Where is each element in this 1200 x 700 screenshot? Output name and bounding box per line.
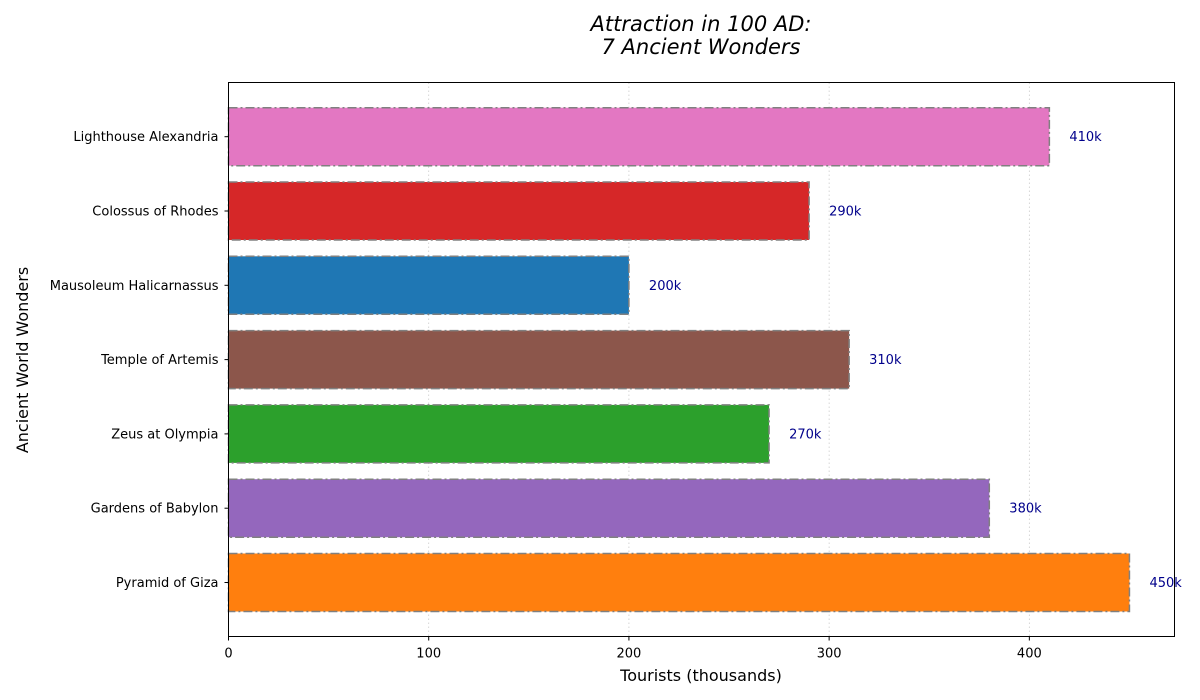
y-tick-label: Mausoleum Halicarnassus: [50, 279, 219, 294]
value-labels: 450k 380k 270k 310k 200k 290k 410k: [649, 130, 1182, 591]
bar: [227, 106, 1051, 167]
data-label: 450k: [1149, 576, 1182, 591]
bars: [227, 106, 1131, 613]
bar: [227, 255, 630, 316]
bar: [227, 404, 770, 464]
data-label: 200k: [649, 279, 682, 294]
bar: [227, 181, 810, 241]
chart-title-line-1: Attraction in 100 AD:: [589, 12, 812, 36]
x-axis-label: Tourists (thousands): [619, 666, 782, 685]
y-tick-label: Colossus of Rhodes: [92, 205, 218, 220]
data-label: 290k: [829, 205, 862, 220]
x-tick-label: 400: [1017, 647, 1042, 662]
y-tick-label: Lighthouse Alexandria: [73, 130, 218, 145]
data-label: 410k: [1069, 130, 1102, 145]
bar: [227, 552, 1131, 613]
y-axis-ticks: Pyramid of Giza Gardens of Babylon Zeus at…: [50, 130, 229, 591]
data-label: 380k: [1009, 502, 1042, 517]
bar: [227, 478, 991, 538]
x-tick-label: 0: [224, 647, 232, 662]
x-axis-ticks: 0 100 200 300 400: [224, 636, 1042, 662]
x-tick-label: 200: [617, 647, 642, 662]
bar: [227, 329, 850, 390]
chart-title-line-2: 7 Ancient Wonders: [602, 35, 801, 59]
y-tick-label: Zeus at Olympia: [111, 427, 218, 442]
x-tick-label: 100: [416, 647, 441, 662]
data-label: 310k: [869, 353, 902, 368]
y-tick-label: Gardens of Babylon: [91, 502, 219, 517]
y-tick-label: Pyramid of Giza: [116, 576, 219, 591]
data-label: 270k: [789, 427, 822, 442]
x-tick-label: 300: [817, 647, 842, 662]
y-tick-label: Temple of Artemis: [100, 353, 219, 368]
y-axis-label: Ancient World Wonders: [13, 267, 32, 453]
